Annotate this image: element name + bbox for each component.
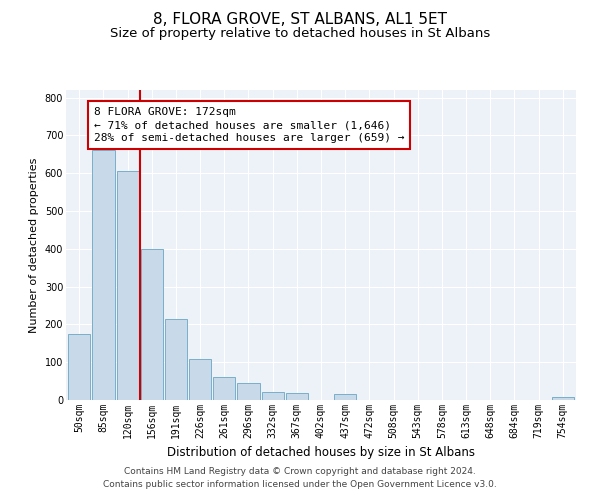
- Bar: [213, 378, 235, 400]
- Bar: [189, 359, 211, 400]
- Text: 8 FLORA GROVE: 172sqm
← 71% of detached houses are smaller (1,646)
28% of semi-d: 8 FLORA GROVE: 172sqm ← 71% of detached …: [94, 107, 404, 144]
- Text: 8, FLORA GROVE, ST ALBANS, AL1 5ET: 8, FLORA GROVE, ST ALBANS, AL1 5ET: [153, 12, 447, 28]
- X-axis label: Distribution of detached houses by size in St Albans: Distribution of detached houses by size …: [167, 446, 475, 460]
- Bar: [551, 397, 574, 400]
- Bar: [334, 394, 356, 400]
- Bar: [92, 150, 115, 400]
- Bar: [140, 249, 163, 400]
- Bar: [238, 383, 260, 400]
- Bar: [262, 392, 284, 400]
- Y-axis label: Number of detached properties: Number of detached properties: [29, 158, 39, 332]
- Text: Contains HM Land Registry data © Crown copyright and database right 2024.: Contains HM Land Registry data © Crown c…: [124, 467, 476, 476]
- Bar: [116, 172, 139, 400]
- Bar: [68, 334, 91, 400]
- Text: Contains public sector information licensed under the Open Government Licence v3: Contains public sector information licen…: [103, 480, 497, 489]
- Bar: [165, 318, 187, 400]
- Text: Size of property relative to detached houses in St Albans: Size of property relative to detached ho…: [110, 28, 490, 40]
- Bar: [286, 393, 308, 400]
